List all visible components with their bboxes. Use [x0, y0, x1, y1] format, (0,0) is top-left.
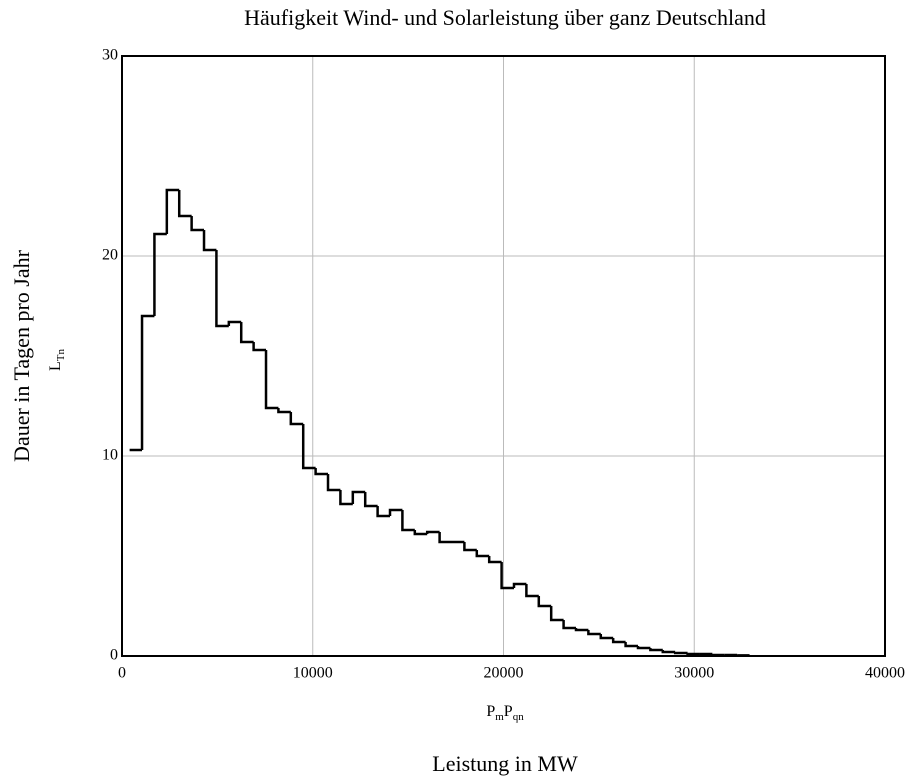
- x-variable-label-sub: qn: [513, 711, 525, 723]
- y-tick-label: 0: [110, 647, 118, 664]
- histogram-step: [425, 530, 440, 534]
- y-variable-label-sub: Tn: [55, 349, 67, 362]
- y-tick-label: 20: [102, 247, 118, 264]
- y-variable-label: LTn​: [47, 349, 67, 372]
- histogram-step: [264, 350, 279, 410]
- histogram-step: [165, 188, 180, 234]
- x-tick-label: 40000: [865, 665, 905, 682]
- histogram-step: [537, 596, 552, 608]
- x-axis-label: Leistung in MW: [432, 751, 578, 776]
- histogram-step: [363, 492, 378, 508]
- histogram-step: [314, 468, 329, 476]
- histogram-step: [277, 408, 291, 414]
- x-variable-label-sub: m: [495, 711, 504, 723]
- histogram-step: [587, 630, 601, 636]
- y-tick-label: 10: [102, 447, 118, 464]
- histogram-step: [351, 490, 366, 504]
- x-variable-label: Pm​Pqn​: [486, 703, 524, 723]
- histogram-step: [252, 342, 267, 352]
- histogram-step: [562, 620, 576, 630]
- histogram-step: [239, 322, 254, 344]
- histogram-step: [649, 648, 663, 652]
- histogram-step: [326, 474, 341, 492]
- histogram-step: [190, 216, 205, 232]
- histogram-step: [388, 508, 403, 516]
- histogram-step: [549, 606, 564, 622]
- histogram-step: [301, 424, 316, 470]
- histogram-step: [525, 584, 539, 598]
- y-tick-label: 30: [102, 47, 118, 64]
- histogram-step: [227, 320, 242, 326]
- x-tick-label: 30000: [674, 665, 714, 682]
- histogram-step: [463, 542, 477, 552]
- histogram-step: [438, 532, 452, 544]
- histogram-step: [636, 646, 651, 650]
- plot-frame: [121, 55, 886, 657]
- histogram-step: [376, 506, 391, 518]
- histogram-step: [661, 650, 676, 654]
- histogram-step: [512, 582, 527, 588]
- y-variable-label-part: L: [47, 361, 64, 371]
- histogram-step: [140, 314, 155, 450]
- histogram-step: [599, 634, 614, 640]
- x-variable-label-part: P: [504, 703, 513, 720]
- histogram-step: [673, 651, 688, 655]
- histogram-step: [624, 642, 638, 648]
- x-tick-label: 0: [118, 665, 126, 682]
- histogram-step: [574, 628, 589, 632]
- histogram-step: [215, 250, 229, 328]
- y-axis-label: Dauer in Tagen pro Jahr: [9, 249, 34, 462]
- x-variable-label-part: P: [486, 703, 495, 720]
- histogram-step: [339, 490, 353, 506]
- x-tick-label: 20000: [484, 665, 524, 682]
- histogram-step: [487, 556, 502, 564]
- histogram-step: [611, 638, 626, 644]
- x-tick-label: 10000: [293, 665, 333, 682]
- chart-title: Häufigkeit Wind- und Solarleistung über …: [244, 5, 766, 30]
- histogram-step: [153, 232, 167, 316]
- histogram-step: [289, 412, 304, 426]
- histogram-step: [202, 230, 217, 252]
- histogram-step: [711, 653, 725, 657]
- histogram-step: [686, 652, 700, 656]
- histogram-step: [177, 190, 192, 218]
- histogram-step: [401, 510, 415, 532]
- histogram-step: [413, 530, 428, 536]
- histogram-step: [475, 550, 490, 558]
- histogram-step: [500, 562, 514, 590]
